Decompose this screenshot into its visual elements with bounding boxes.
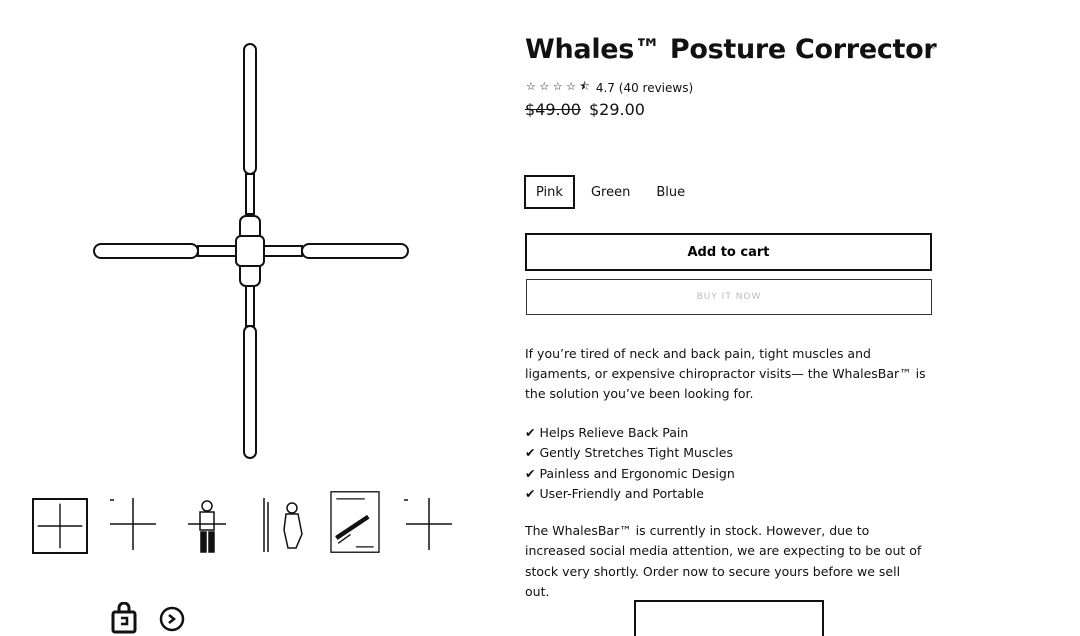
thumbnail-person-front[interactable] [178, 490, 236, 554]
original-price: $49.00 [525, 100, 581, 119]
main-product-image[interactable] [90, 40, 410, 460]
product-rating[interactable]: ☆ ☆ ☆ ☆ ⯪ 4.7 (40 reviews) [526, 78, 693, 97]
description-image [634, 600, 824, 636]
feature-item: ✔ Helps Relieve Back Pain [525, 425, 689, 440]
sale-price: $29.00 [588, 100, 645, 119]
title-marker [932, 46, 935, 49]
thumbnail-instructions[interactable] [326, 490, 384, 554]
product-description: If you’re tired of neck and back pain, t… [525, 346, 926, 401]
stock-notice: The WhalesBar™ is currently in stock. Ho… [525, 523, 922, 599]
shopping-bag-icon[interactable] [110, 602, 140, 634]
feature-list: ✔ Helps Relieve Back Pain ✔ Gently Stret… [525, 423, 735, 504]
thumbnail-cross-bar-2[interactable] [104, 490, 162, 554]
feature-item: ✔ User-Friendly and Portable [525, 485, 704, 501]
color-option-green[interactable]: Green [590, 184, 631, 200]
color-option-blue[interactable]: Blue [656, 184, 686, 200]
feature-item: ✔ Painless and Ergonomic Design [525, 465, 735, 481]
feature-item: ✔ Gently Stretches Tight Muscles [525, 445, 733, 461]
posture-bar-illustration [93, 43, 409, 459]
share-icon[interactable] [158, 605, 186, 633]
color-option-pink[interactable]: Pink [524, 175, 575, 209]
rating-text: 4.7 (40 reviews) [595, 80, 694, 95]
thumbnail-person-side[interactable] [252, 490, 310, 554]
price-block: $49.00 $29.00 [525, 100, 645, 119]
product-title: Whales™ Posture Corrector [525, 34, 937, 65]
star-rating-icon: ☆ ☆ ☆ ☆ ⯪ [526, 80, 590, 93]
add-to-cart-button[interactable]: Add to cart [525, 233, 932, 271]
thumbnail-strip [32, 490, 462, 562]
thumbnail-cross-bar[interactable] [32, 498, 88, 554]
buy-now-button[interactable]: BUY IT NOW [526, 279, 932, 315]
thumbnail-cross-bar-3[interactable] [400, 490, 458, 554]
color-selector: Pink Green Blue [524, 175, 701, 209]
